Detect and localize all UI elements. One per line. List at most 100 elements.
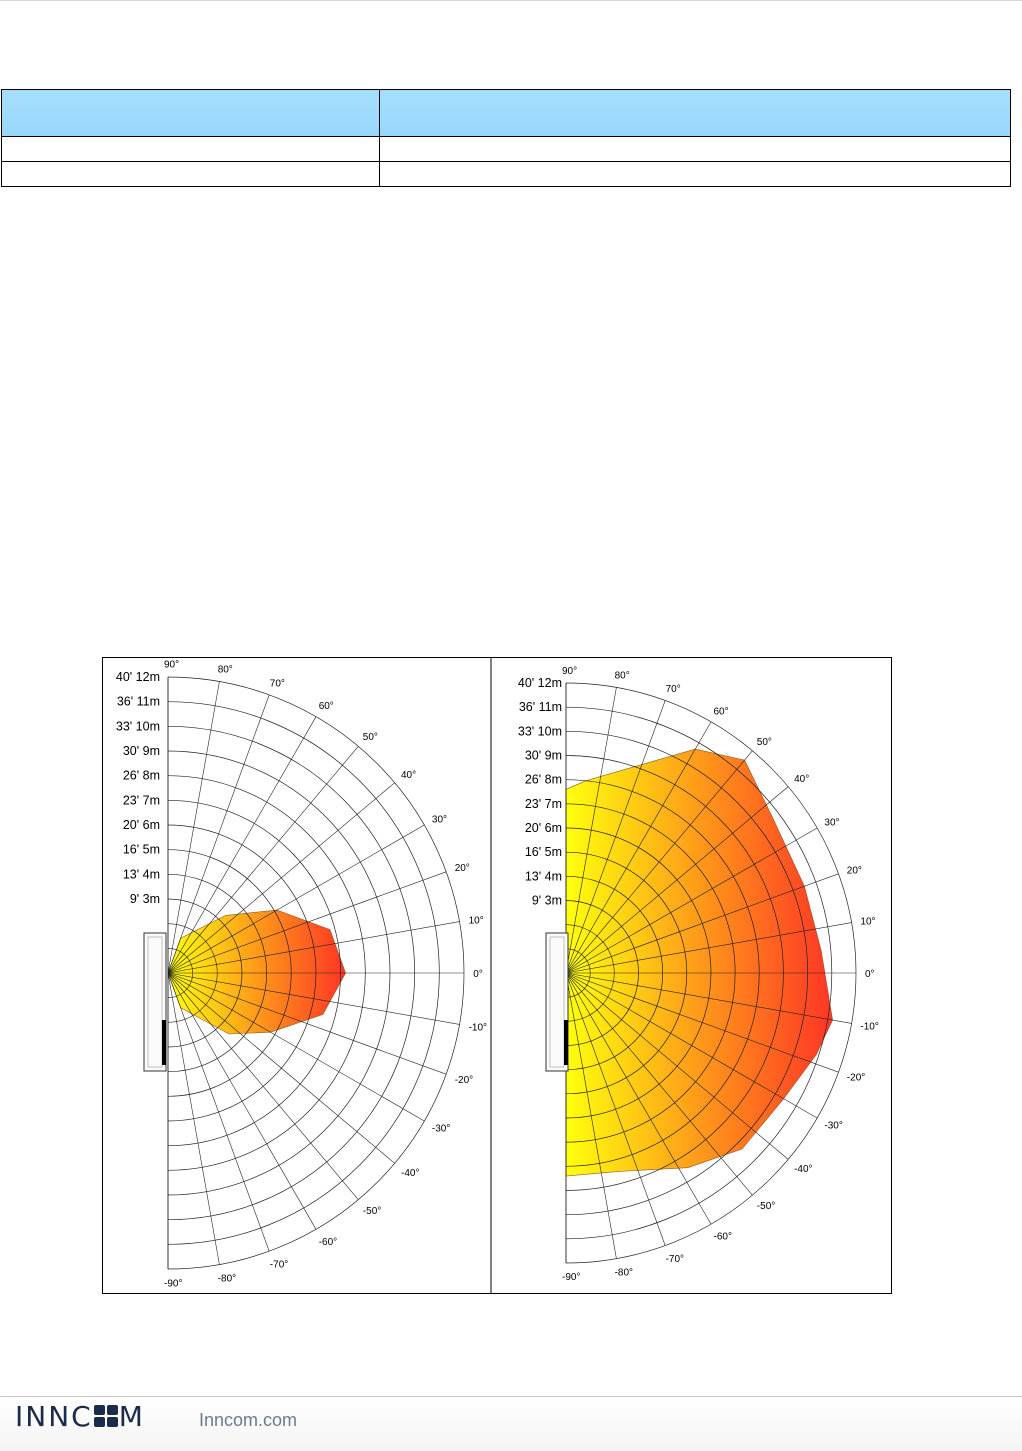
coverage-area: [565, 748, 833, 1177]
range-label: 26' 8m: [123, 769, 160, 783]
angle-label: 30°: [432, 814, 447, 825]
angle-spoke: [167, 972, 425, 1122]
coverage-diagram-left: 90° 80° 70° 60° 50° 40° 30° 20° 10° 0° -10° -20° -30…: [116, 660, 487, 1290]
angle-spoke: [565, 687, 617, 974]
angle-label: -50°: [757, 1201, 775, 1212]
logo-square-icon: [93, 1403, 118, 1433]
angle-label: -60°: [714, 1231, 732, 1242]
angle-label: 0°: [865, 969, 875, 980]
angle-spoke: [565, 750, 753, 974]
brand-logo: INNC M: [15, 1402, 145, 1432]
range-label: 16' 5m: [525, 845, 562, 859]
range-label: 9' 3m: [532, 894, 562, 908]
angle-spoke: [565, 972, 666, 1246]
angle-label: -90°: [164, 1278, 182, 1289]
angle-label: -50°: [363, 1206, 381, 1217]
range-label: 13' 4m: [525, 869, 562, 883]
angle-spoke: [565, 700, 666, 974]
logo-text-right: M: [118, 1400, 145, 1433]
range-label: 23' 7m: [123, 793, 160, 807]
sensor-device-bezel: [147, 936, 163, 1068]
coverage-diagram-right: 90° 80° 70° 60° 50° 40° 30° 20° 10° 0° -10° -20° -30…: [518, 666, 879, 1283]
brand-url: Inncom.com: [199, 1410, 298, 1430]
angle-label: 90°: [164, 660, 179, 671]
range-label: 40' 12m: [116, 670, 160, 684]
angle-label: -10°: [469, 1023, 487, 1034]
angle-label: 10°: [860, 916, 875, 927]
range-label: 23' 7m: [525, 797, 562, 811]
range-label: 20' 6m: [123, 818, 160, 832]
angle-label: -30°: [824, 1121, 842, 1132]
angle-spoke: [167, 972, 447, 1075]
angle-label: -80°: [218, 1274, 236, 1285]
angle-spoke: [565, 972, 818, 1119]
angle-label: 80°: [218, 664, 233, 675]
table-header-row: [1, 89, 1011, 137]
table-cell: [1, 136, 380, 162]
angle-spoke: [565, 972, 789, 1160]
table-cell: [379, 161, 1011, 187]
logo-text-left: INNC: [15, 1400, 93, 1433]
angle-spoke: [167, 972, 317, 1230]
range-label: 9' 3m: [130, 892, 160, 906]
table-header-cell: [379, 89, 1011, 137]
angle-spoke: [167, 782, 395, 974]
sensor-device-icon: [143, 932, 167, 1072]
angle-spoke: [167, 972, 270, 1252]
angle-spoke: [565, 972, 753, 1196]
angle-spoke: [167, 972, 220, 1265]
angle-label: 10°: [469, 915, 484, 926]
angle-spoke: [167, 921, 460, 974]
angle-spoke: [167, 694, 270, 974]
table-header-cell: [1, 89, 380, 137]
angle-label: 70°: [270, 678, 285, 689]
angle-spoke: [167, 871, 447, 974]
angle-spoke: [167, 824, 425, 974]
angle-label: 90°: [562, 666, 577, 677]
range-label: 33' 10m: [116, 719, 160, 733]
range-label: 13' 4m: [123, 867, 160, 881]
angle-label: 60°: [319, 701, 334, 712]
sensor-device-bezel: [549, 936, 565, 1068]
angle-label: 70°: [666, 684, 681, 695]
angle-label: 50°: [757, 737, 772, 748]
angle-label: 40°: [401, 770, 416, 781]
angle-label: -60°: [319, 1237, 337, 1248]
angle-label: -80°: [615, 1267, 633, 1278]
angle-label: -90°: [562, 1272, 580, 1283]
sensor-device-strip: [162, 1020, 166, 1065]
table-row: [1, 161, 1011, 187]
range-label: 30' 9m: [123, 744, 160, 758]
angle-spoke: [167, 972, 460, 1025]
angle-spoke: [565, 721, 712, 974]
angle-label: 40°: [794, 774, 809, 785]
angle-label: 20°: [847, 865, 862, 876]
angle-label: 80°: [615, 671, 630, 682]
sensor-device-strip: [564, 1020, 568, 1065]
angle-spoke: [565, 972, 839, 1073]
sensor-device-icon: [545, 932, 569, 1072]
angle-label: -20°: [847, 1073, 865, 1084]
angle-label: -70°: [666, 1254, 684, 1265]
angle-spoke: [565, 873, 839, 974]
angle-spoke: [565, 786, 789, 974]
range-label: 26' 8m: [525, 773, 562, 787]
range-label: 30' 9m: [525, 749, 562, 763]
range-label: 33' 10m: [518, 724, 562, 738]
angle-label: -20°: [455, 1075, 473, 1086]
angle-spoke: [167, 972, 359, 1200]
top-rule: [0, 0, 1022, 1]
angle-label: 0°: [473, 969, 483, 980]
angle-label: -40°: [794, 1164, 812, 1175]
table-cell: [379, 136, 1011, 162]
angle-spoke: [565, 972, 852, 1024]
range-label: 36' 11m: [117, 695, 160, 709]
angle-spoke: [565, 972, 712, 1225]
range-label: 40' 12m: [518, 676, 562, 690]
table-row: [1, 136, 1011, 162]
angle-spoke: [167, 746, 359, 974]
range-label: 20' 6m: [525, 821, 562, 835]
coverage-diagram-figure: 90° 80° 70° 60° 50° 40° 30° 20° 10° 0° -10° -20° -30…: [102, 657, 892, 1294]
angle-label: -40°: [401, 1168, 419, 1179]
angle-spoke: [167, 681, 220, 974]
